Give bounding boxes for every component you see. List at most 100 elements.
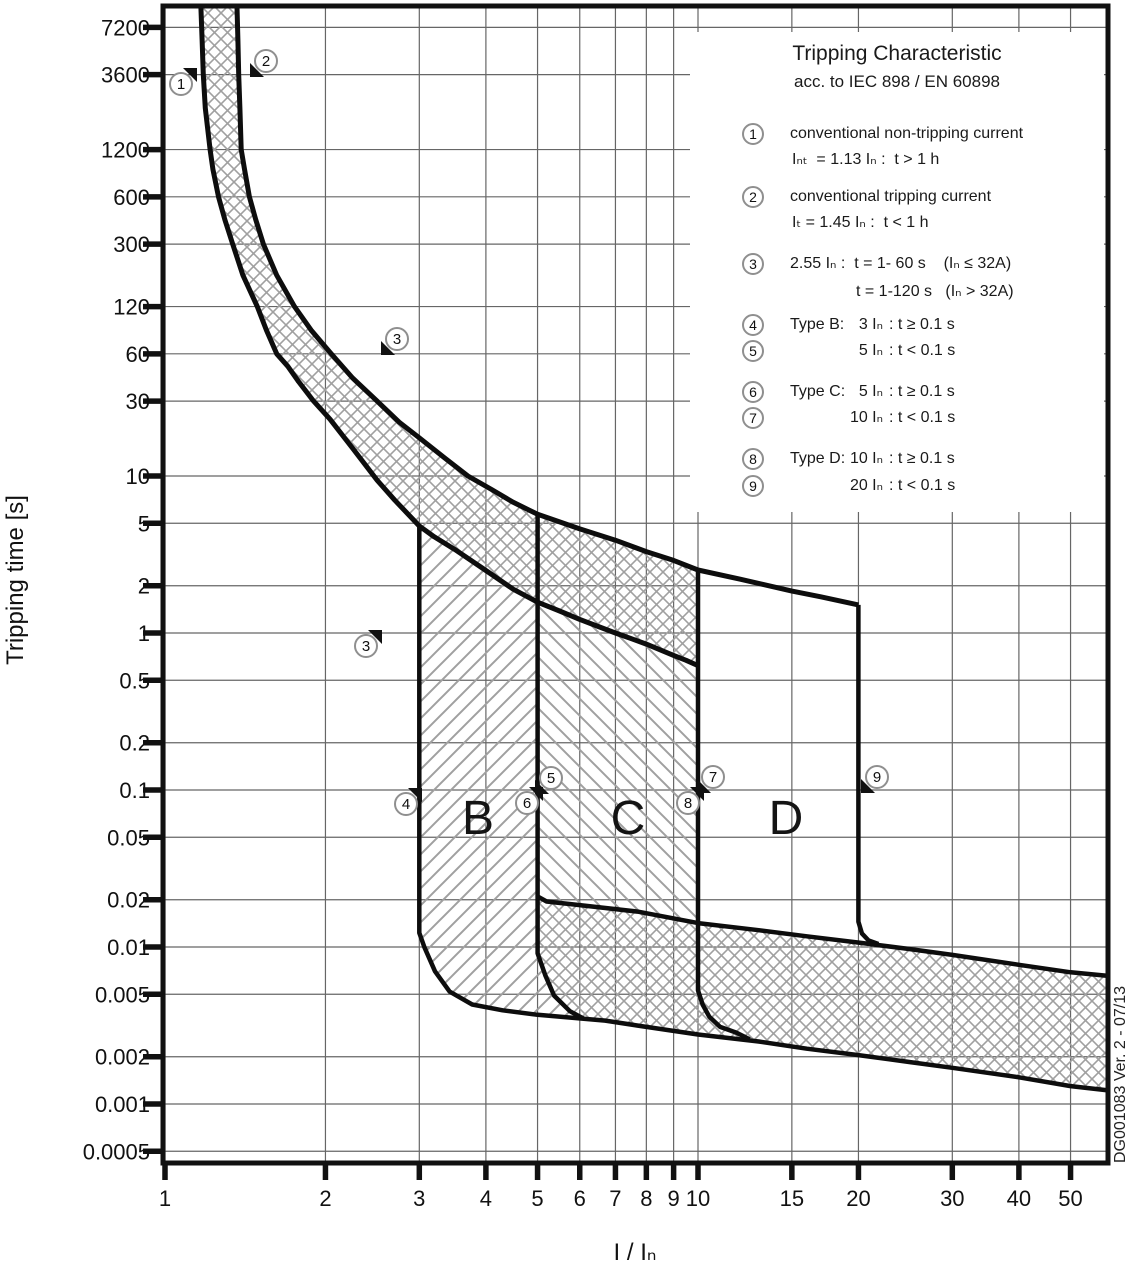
x-tick-label: 10 xyxy=(686,1186,710,1211)
region-type-b-zone xyxy=(419,526,584,1019)
x-tick-label: 5 xyxy=(531,1186,543,1211)
y-tick-label: 120 xyxy=(113,295,150,320)
legend-item-5-cond: : t < 0.1 s xyxy=(889,342,956,359)
y-tick-label: 0.05 xyxy=(107,825,150,850)
legend-item-9-cond: : t < 0.1 s xyxy=(889,477,956,494)
y-tick-label: 2 xyxy=(138,574,150,599)
legend-item-1-formula: Iₙₜ = 1.13 Iₙ : t > 1 h xyxy=(792,151,940,168)
curve-lower_thermal xyxy=(198,7,700,668)
legend-item-6-qty: 5 Iₙ xyxy=(858,383,883,400)
marker-flag xyxy=(861,779,875,793)
legend-item-2-formula: Iₜ = 1.45 Iₙ : t < 1 h xyxy=(792,214,929,231)
marker-flag xyxy=(183,68,197,82)
x-tick-label: 20 xyxy=(846,1186,870,1211)
marker-3: 3 xyxy=(381,327,409,355)
region-instantaneous-band xyxy=(537,896,1109,1091)
curve-d_limit xyxy=(695,570,751,1042)
curve-c_limit xyxy=(535,514,585,1021)
x-tick-label: 50 xyxy=(1058,1186,1082,1211)
legend-num-9: 9 xyxy=(742,475,764,497)
marker-2: 2 xyxy=(250,49,278,77)
legend-item-8-qty: 10 Iₙ xyxy=(849,450,883,467)
svg-text:1: 1 xyxy=(177,76,185,93)
legend-item-5-qty: 5 Iₙ xyxy=(858,342,883,359)
legend-item-9-qty: 20 Iₙ xyxy=(849,477,883,494)
x-tick-label: 30 xyxy=(940,1186,964,1211)
y-tick-label: 3600 xyxy=(101,63,150,88)
svg-text:8: 8 xyxy=(684,795,692,812)
y-tick-label: 0.02 xyxy=(107,888,150,913)
x-tick-label: 8 xyxy=(640,1186,652,1211)
y-tick-label: 7200 xyxy=(101,15,150,40)
y-tick-label: 0.5 xyxy=(119,668,150,693)
x-tick-label: 6 xyxy=(574,1186,586,1211)
marker-8: 8 xyxy=(676,787,704,815)
svg-text:9: 9 xyxy=(873,769,881,786)
svg-text:3: 3 xyxy=(362,638,370,655)
legend-panel: Tripping Characteristic acc. to IEC 898 … xyxy=(690,32,1104,512)
y-tick-label: 0.002 xyxy=(95,1045,150,1070)
y-tick-label: 0.1 xyxy=(119,778,150,803)
legend-num-6: 6 xyxy=(742,381,764,403)
legend-num-1: 1 xyxy=(742,123,764,145)
y-tick-label: 600 xyxy=(113,185,150,210)
svg-text:5: 5 xyxy=(547,770,555,787)
legend-item-8-cond: : t ≥ 0.1 s xyxy=(889,450,955,467)
chart-subtitle: acc. to IEC 898 / EN 60898 xyxy=(793,72,1000,91)
y-tick-label: 300 xyxy=(113,232,150,257)
legend-item-7-qty: 10 Iₙ xyxy=(849,409,883,426)
x-axis-title: I / Iₙ xyxy=(613,1239,657,1266)
region-thermal-band xyxy=(200,7,698,666)
svg-text:2: 2 xyxy=(262,53,270,70)
legend-num-2: 2 xyxy=(742,186,764,208)
y-tick-label: 0.2 xyxy=(119,731,150,756)
hatched-regions xyxy=(200,7,1109,1091)
curve-band_upper xyxy=(536,894,1109,979)
y-tick-label: 1200 xyxy=(101,138,150,163)
curve-upper_thermal xyxy=(234,7,859,608)
legend-item-4-qty: 3 Iₙ xyxy=(858,316,883,333)
marker-flag xyxy=(408,788,422,802)
zone-label-C: C xyxy=(611,792,646,845)
y-tick-label: 0.01 xyxy=(107,935,150,960)
x-tick-label: 3 xyxy=(413,1186,425,1211)
svg-text:4: 4 xyxy=(402,796,410,813)
y-tick-label: 30 xyxy=(126,389,150,414)
legend-item-6-type: Type C: xyxy=(790,383,846,400)
x-tick-label: 40 xyxy=(1007,1186,1031,1211)
curve-b_limit xyxy=(417,526,1109,1093)
tick-labels: 7200360012006003001206030105210.50.20.10… xyxy=(83,15,1083,1211)
svg-text:6: 6 xyxy=(523,795,531,812)
marker-1: 1 xyxy=(169,68,197,96)
y-tick-label: 0.0005 xyxy=(83,1139,150,1164)
chart-title: Tripping Characteristic xyxy=(792,42,1002,65)
marker-flag xyxy=(368,630,382,644)
curves xyxy=(198,7,1109,1093)
x-tick-label: 1 xyxy=(159,1186,171,1211)
svg-text:7: 7 xyxy=(709,769,717,786)
zone-label-B: B xyxy=(462,792,494,845)
zone-labels: B C D xyxy=(462,792,803,845)
legend-item-7-cond: : t < 0.1 s xyxy=(889,409,956,426)
y-tick-label: 0.005 xyxy=(95,982,150,1007)
svg-text:3: 3 xyxy=(393,331,401,348)
legend-item-4-cond: : t ≥ 0.1 s xyxy=(889,316,955,333)
marker-flag xyxy=(381,341,395,355)
zone-label-D: D xyxy=(769,792,804,845)
x-tick-label: 15 xyxy=(780,1186,804,1211)
y-tick-label: 10 xyxy=(126,464,150,489)
legend-item-6-cond: : t ≥ 0.1 s xyxy=(889,383,955,400)
x-tick-label: 4 xyxy=(480,1186,492,1211)
legend-item-3-line1: 2.55 Iₙ : t = 1- 60 s (Iₙ ≤ 32A) xyxy=(790,255,1012,272)
y-tick-label: 5 xyxy=(138,511,150,536)
y-tick-label: 1 xyxy=(138,621,150,646)
legend-item-3-line2: t = 1-120 s (Iₙ > 32A) xyxy=(856,283,1014,300)
marker-4: 4 xyxy=(394,788,422,816)
y-tick-label: 0.001 xyxy=(95,1092,150,1117)
x-tick-label: 9 xyxy=(667,1186,679,1211)
y-tick-label: 60 xyxy=(126,342,150,367)
legend-num-7: 7 xyxy=(742,407,764,429)
